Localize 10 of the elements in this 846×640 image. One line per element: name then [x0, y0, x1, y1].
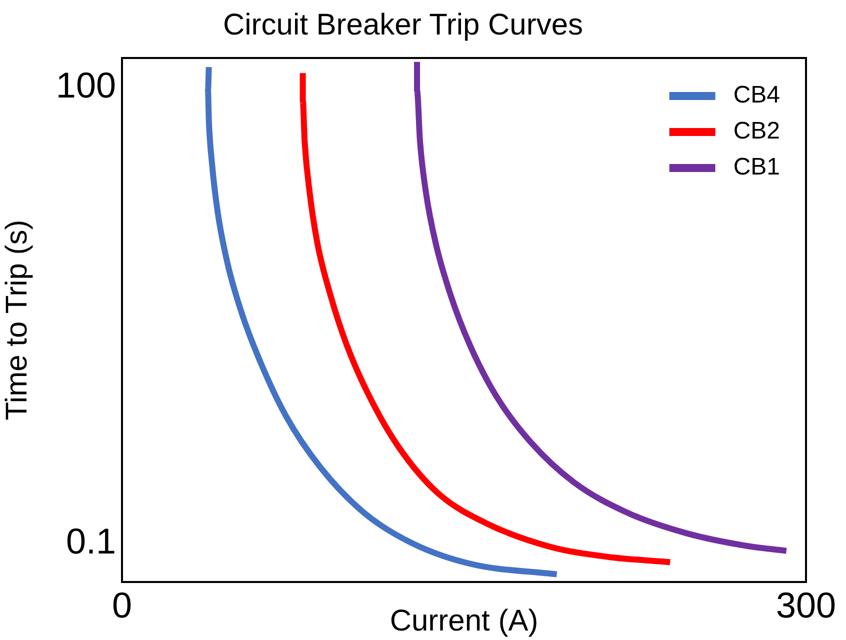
- chart-title: Circuit Breaker Trip Curves: [222, 8, 584, 42]
- legend-label: CB2: [733, 118, 780, 145]
- y-tick-label: 100: [56, 64, 116, 106]
- x-tick-label: 300: [776, 584, 836, 626]
- legend-label: CB1: [733, 154, 780, 181]
- x-axis-title: Current (A): [390, 604, 538, 638]
- x-tick-label: 0: [112, 584, 132, 626]
- y-axis-title: Time to Trip (s): [0, 220, 34, 420]
- legend-label: CB4: [733, 82, 780, 109]
- y-tick-label: 0.1: [66, 520, 116, 562]
